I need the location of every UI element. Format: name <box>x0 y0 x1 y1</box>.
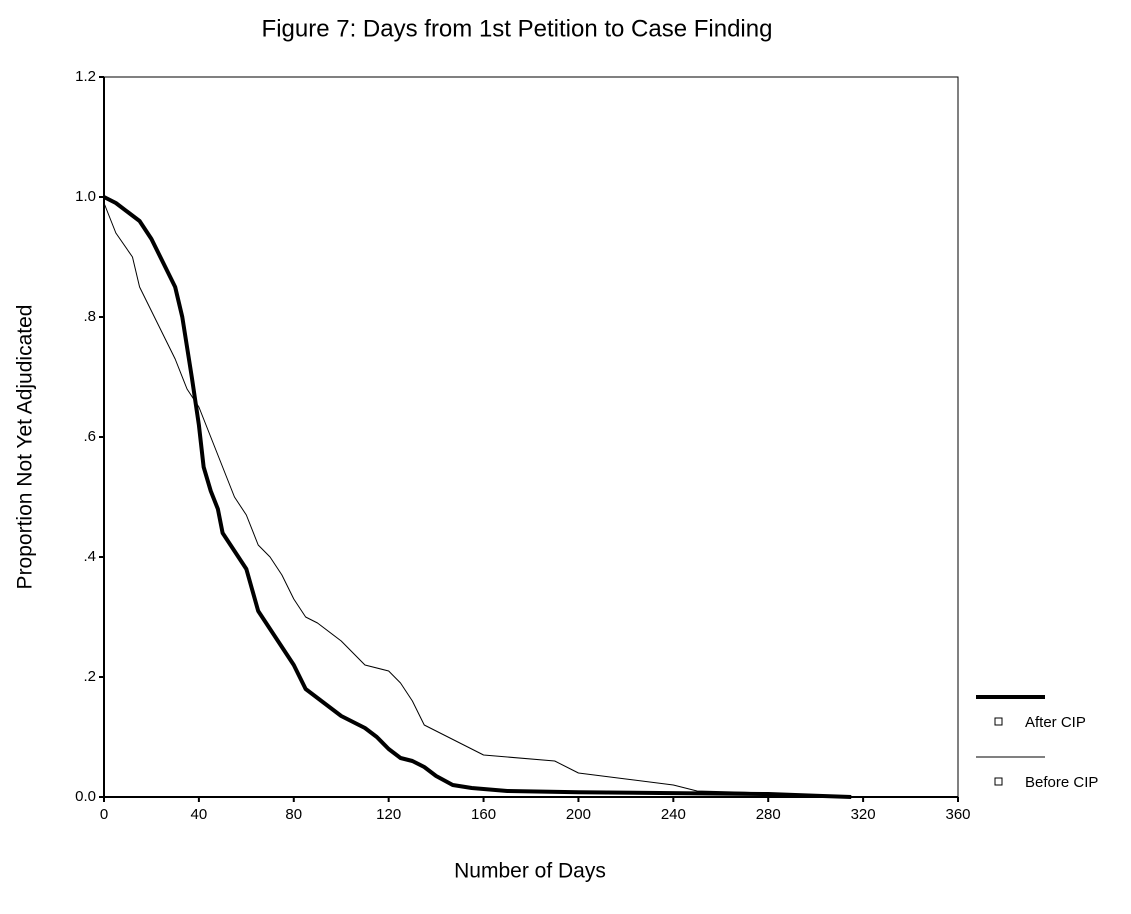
x-axis-title: Number of Days <box>454 860 606 883</box>
series-line <box>103 195 852 799</box>
legend-label: After CIP <box>1025 714 1086 731</box>
x-tick-label: 200 <box>566 806 591 823</box>
legend-label: Before CIP <box>1025 774 1098 791</box>
plot-frame <box>103 76 959 798</box>
legend-marker <box>994 777 1003 786</box>
y-axis-title: Proportion Not Yet Adjudicated <box>14 305 37 590</box>
x-tick-label: 80 <box>285 806 302 823</box>
y-tick-label: 1.2 <box>75 68 96 85</box>
y-tick-label: 0.0 <box>75 788 96 805</box>
y-tick-label: .6 <box>83 428 96 445</box>
x-tick-label: 40 <box>191 806 208 823</box>
x-tick-label: 160 <box>471 806 496 823</box>
y-tick-label: 1.0 <box>75 188 96 205</box>
legend-marker <box>994 717 1003 726</box>
x-tick-label: 280 <box>756 806 781 823</box>
y-tick-label: .4 <box>83 548 96 565</box>
x-tick-label: 360 <box>945 806 970 823</box>
y-tick-label: .2 <box>83 668 96 685</box>
x-tick-label: 240 <box>661 806 686 823</box>
series-line <box>103 202 840 798</box>
x-tick-label: 0 <box>100 806 108 823</box>
chart-title: Figure 7: Days from 1st Petition to Case… <box>262 15 773 42</box>
x-tick-label: 320 <box>851 806 876 823</box>
x-tick-label: 120 <box>376 806 401 823</box>
y-tick-label: .8 <box>83 308 96 325</box>
